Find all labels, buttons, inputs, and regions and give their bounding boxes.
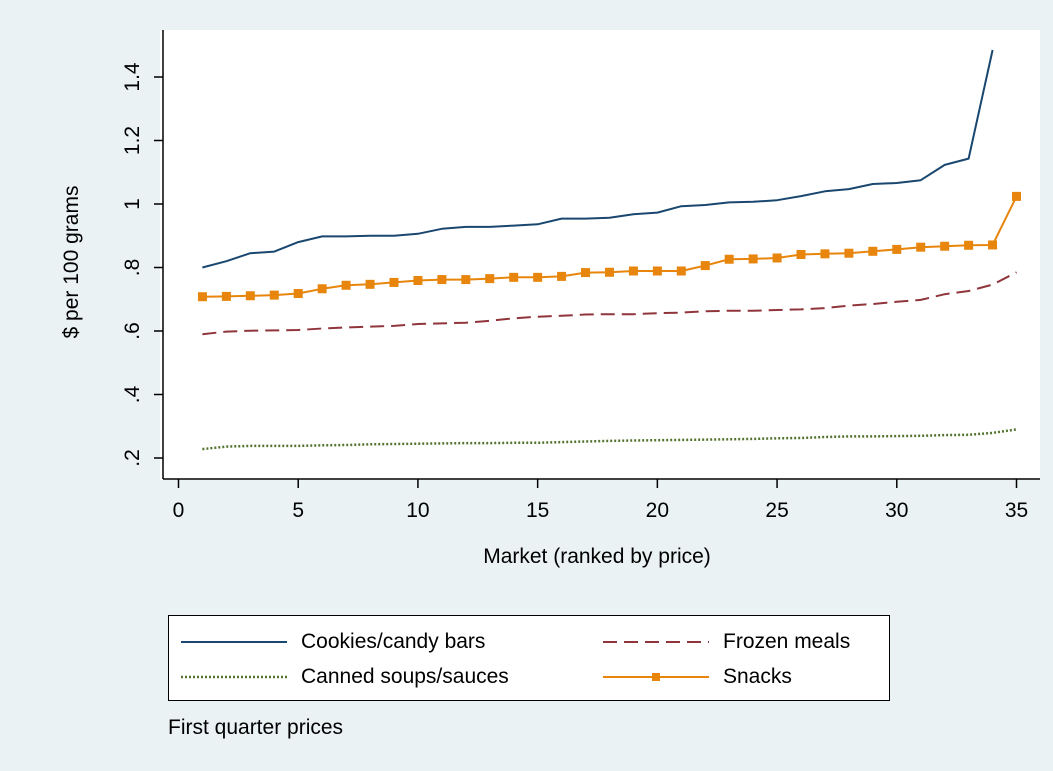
snacks-marker — [197, 292, 207, 302]
legend-item-cookies: Cookies/candy bars — [179, 627, 485, 657]
snacks-marker — [221, 291, 231, 301]
snacks-marker — [964, 240, 974, 250]
snacks-marker — [317, 284, 327, 294]
x-tick-label: 35 — [1005, 499, 1028, 522]
snacks-marker — [245, 291, 255, 301]
y-tick-label: .2 — [121, 449, 144, 467]
snacks-marker — [437, 275, 447, 285]
legend-label-cookies: Cookies/candy bars — [301, 630, 486, 653]
y-tick-label: 1 — [121, 198, 144, 210]
snacks-marker — [940, 241, 950, 251]
legend-swatch-soups — [181, 675, 287, 679]
x-tick-label: 5 — [292, 499, 304, 522]
legend-item-soups: Canned soups/sauces — [179, 662, 509, 692]
snacks-marker — [461, 275, 471, 285]
x-tick-label: 20 — [646, 499, 669, 522]
legend-swatch-cookies — [181, 641, 287, 643]
x-tick-label: 15 — [526, 499, 549, 522]
legend-label-frozen: Frozen meals — [723, 630, 851, 653]
snacks-marker — [820, 249, 830, 259]
legend: Cookies/candy bars Frozen meals Canned s… — [168, 615, 890, 701]
y-tick-label: .8 — [121, 259, 144, 277]
snacks-marker — [581, 268, 591, 278]
snacks-marker — [389, 277, 399, 287]
y-tick-label: .6 — [121, 322, 144, 340]
snacks-marker — [628, 266, 638, 276]
snacks-marker — [604, 267, 614, 277]
y-tick-label: .4 — [121, 385, 144, 403]
x-tick-label: 0 — [173, 499, 185, 522]
x-tick-label: 25 — [765, 499, 788, 522]
legend-label-snacks: Snacks — [723, 665, 792, 688]
snacks-marker — [509, 272, 519, 282]
snacks-marker — [365, 279, 375, 289]
series-line-1 — [202, 49, 994, 269]
legend-item-snacks: Snacks — [601, 662, 792, 692]
snacks-marker — [557, 271, 567, 281]
snacks-marker — [269, 290, 279, 300]
y-axis-label: $ per 100 grams — [60, 186, 83, 339]
snacks-marker — [988, 240, 998, 250]
snacks-marker — [868, 246, 878, 256]
snacks-marker — [1012, 191, 1021, 201]
snacks-marker — [772, 253, 782, 263]
snacks-marker — [341, 280, 351, 290]
y-tick-label: 1.4 — [121, 62, 144, 92]
series-layer — [197, 49, 1021, 451]
snacks-marker — [676, 266, 686, 276]
snacks-marker — [293, 289, 303, 299]
snacks-marker — [748, 254, 758, 264]
snacks-marker — [700, 261, 710, 271]
snacks-marker — [652, 266, 662, 276]
legend-swatch-frozen — [603, 641, 709, 643]
snacks-marker — [892, 244, 902, 254]
legend-item-frozen: Frozen meals — [601, 627, 850, 657]
x-tick-label: 10 — [406, 499, 429, 522]
series-line-2 — [202, 271, 1017, 336]
snacks-marker — [485, 274, 495, 284]
snacks-marker — [413, 276, 423, 286]
plot-area — [160, 30, 1040, 480]
snacks-marker — [724, 254, 734, 264]
snacks-marker — [916, 242, 926, 252]
x-axis-label: Market (ranked by price) — [483, 545, 711, 568]
legend-label-soups: Canned soups/sauces — [301, 665, 509, 688]
snacks-marker — [533, 272, 543, 282]
snacks-marker — [844, 248, 854, 258]
snacks-marker — [796, 249, 806, 259]
legend-swatch-snacks — [603, 673, 709, 681]
chart-note: First quarter prices — [168, 716, 344, 739]
x-tick-label: 30 — [885, 499, 908, 522]
y-tick-label: 1.2 — [121, 126, 144, 155]
axes: 0 5 10 15 20 25 30 35 .2 .4 .6 .8 1 1.2 1.4 — [121, 30, 1040, 522]
